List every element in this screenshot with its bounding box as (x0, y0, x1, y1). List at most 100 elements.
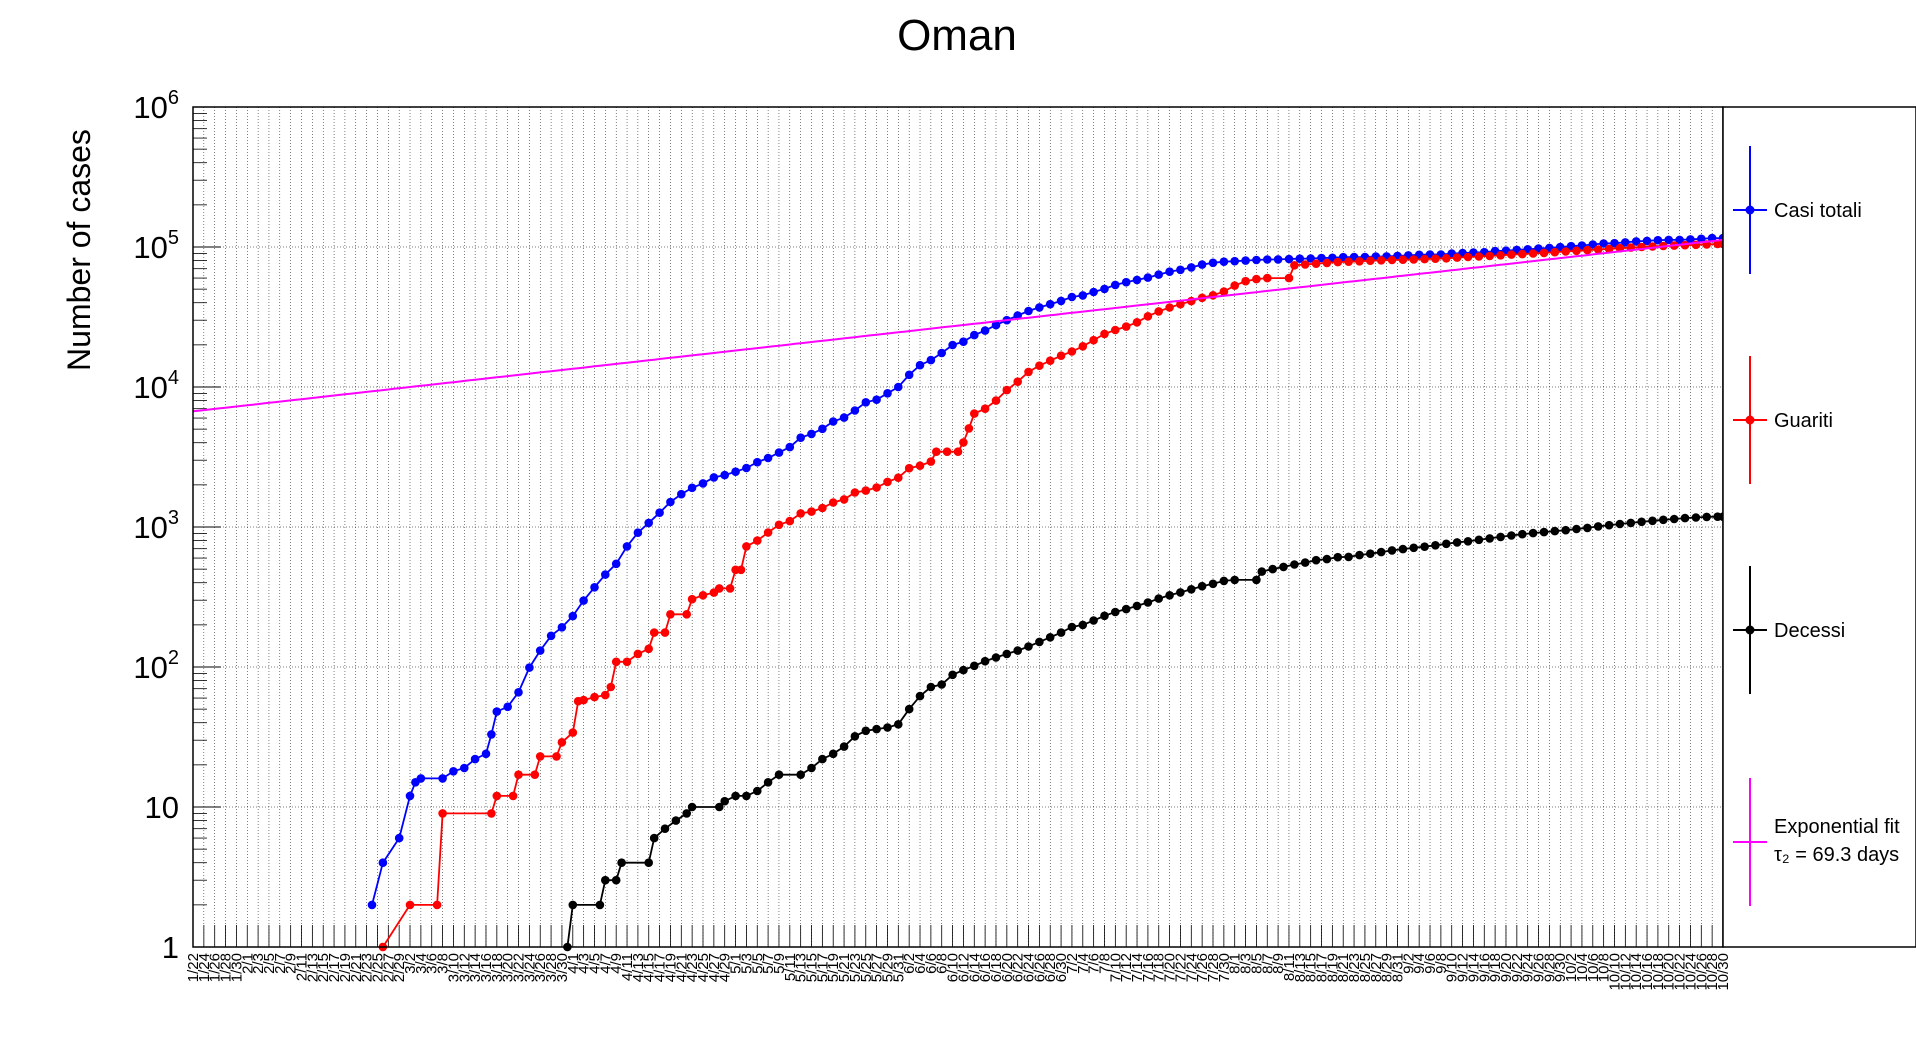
data-point (1572, 246, 1581, 256)
data-point (720, 470, 729, 480)
data-point (1583, 245, 1592, 255)
data-point (894, 720, 903, 729)
data-point (1230, 281, 1239, 290)
x-tick-label: 9/30 (1552, 953, 1569, 982)
data-point (1143, 598, 1153, 607)
x-tick-label: 3/2 (402, 953, 419, 974)
data-point (807, 763, 816, 773)
data-point (763, 528, 773, 537)
data-point (742, 542, 751, 551)
data-point (1572, 524, 1581, 534)
data-point (1680, 513, 1690, 523)
x-tick-label: 8/31 (1389, 953, 1406, 982)
data-point (720, 796, 729, 806)
data-point (991, 320, 1001, 330)
data-point (715, 584, 724, 593)
legend-swatch-marker (1745, 625, 1755, 635)
data-point (753, 536, 762, 545)
data-point (1219, 576, 1229, 586)
data-point (991, 653, 1001, 662)
series-line (371, 237, 1723, 906)
data-point (378, 858, 388, 867)
data-point (763, 778, 773, 787)
data-point (470, 754, 480, 764)
data-point (394, 833, 404, 843)
data-point (671, 816, 681, 825)
x-tick-label: 10/6 (1585, 953, 1602, 982)
data-point (1300, 260, 1310, 269)
y-tick-label: 102 (133, 647, 179, 685)
data-point (622, 542, 632, 551)
data-point (850, 732, 860, 741)
data-point (1344, 257, 1353, 267)
data-point (1610, 238, 1619, 248)
x-tick-label: 10/26 (1693, 953, 1710, 991)
data-point (611, 875, 621, 885)
data-point (1132, 275, 1142, 285)
x-tick-label: 2/21 (348, 953, 365, 982)
data-point (1675, 235, 1684, 245)
x-tick-label: 8/13 (1292, 953, 1309, 982)
x-tick-label: 1/22 (185, 953, 202, 982)
data-point (1355, 550, 1364, 560)
x-tick-label: 7/8 (1096, 953, 1113, 974)
data-point (611, 559, 621, 569)
data-point (1300, 558, 1310, 567)
x-tick-label: 4/11 (619, 953, 636, 981)
x-tick-label: 9/20 (1498, 953, 1515, 982)
data-point (1187, 263, 1196, 272)
data-point (579, 695, 588, 705)
x-tick-label: 5/29 (879, 953, 896, 982)
data-point (557, 738, 567, 747)
data-point (1252, 575, 1261, 585)
legend-label: Guariti (1774, 410, 1833, 432)
data-point (1024, 642, 1033, 651)
data-point (1045, 299, 1055, 309)
x-tick-label: 9/22 (1509, 953, 1526, 982)
data-point (1165, 591, 1174, 600)
data-point (1409, 543, 1418, 553)
data-point (1100, 284, 1109, 294)
data-point (872, 483, 881, 492)
data-point (1219, 257, 1229, 267)
data-point (818, 754, 827, 764)
x-tick-label: 5/13 (793, 953, 810, 982)
data-point (980, 326, 990, 335)
x-tick-label: 4/13 (630, 953, 647, 982)
data-point (1691, 513, 1701, 522)
x-tick-label: 6/2 (901, 953, 918, 974)
data-point (948, 670, 957, 680)
data-point (1121, 322, 1131, 331)
x-tick-label: 2/13 (304, 953, 321, 982)
data-point (1659, 515, 1668, 525)
data-point (1056, 351, 1066, 361)
x-tick-label: 1/24 (196, 953, 213, 982)
x-tick-label: 7/12 (1118, 953, 1135, 982)
x-tick-label: 4/1 (565, 953, 582, 974)
x-tick-label: 8/15 (1303, 953, 1320, 982)
x-tick-label: 7/18 (1151, 953, 1168, 982)
data-point (1539, 527, 1549, 537)
data-point (595, 900, 605, 910)
x-tick-label: 2/7 (272, 953, 289, 974)
data-point (535, 752, 545, 761)
x-tick-label: 2/23 (359, 953, 376, 982)
legend-entry-1: Guariti (1733, 356, 1833, 484)
data-point (1518, 529, 1527, 539)
data-point (622, 657, 632, 667)
data-point (904, 704, 914, 714)
data-point (1013, 377, 1022, 387)
data-point (1452, 538, 1462, 547)
data-point (552, 752, 561, 761)
data-point (742, 791, 751, 801)
y-axis-label: Number of cases (61, 129, 97, 371)
x-tick-label: 5/11 (782, 953, 799, 981)
data-point (1686, 235, 1695, 244)
legend-label: Exponential fit (1774, 816, 1900, 838)
data-point (1344, 552, 1353, 562)
x-tick-label: 7/10 (1107, 953, 1124, 982)
legend-entry-3: Exponential fit τ₂ = 69.3 days (1733, 778, 1900, 906)
x-tick-label: 8/3 (1238, 953, 1255, 974)
x-tick-label: 10/20 (1661, 953, 1678, 991)
